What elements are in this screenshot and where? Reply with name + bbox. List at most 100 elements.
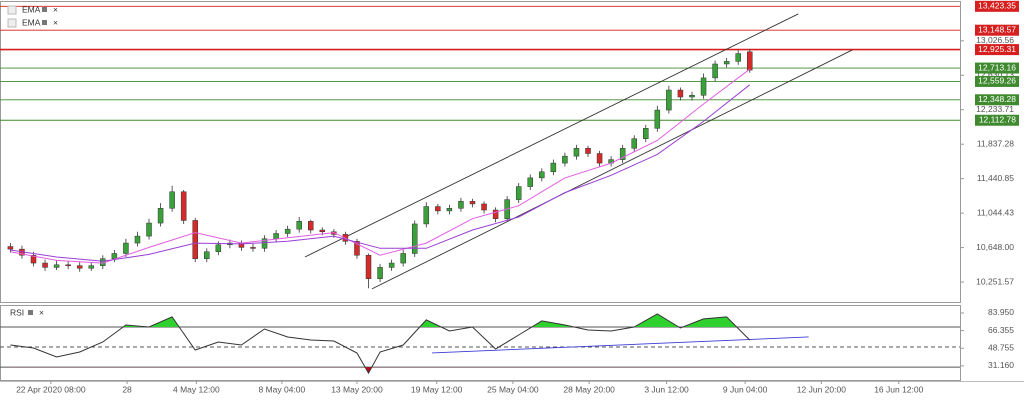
candle-body	[192, 220, 198, 259]
close[interactable]: ×	[53, 4, 58, 14]
x-tick-label: 8 May 04:00	[258, 384, 305, 394]
x-tick-label: 3 Jun 12:00	[644, 384, 689, 394]
candle-body	[76, 265, 83, 269]
y-tick-label: 12,233.71	[976, 104, 1014, 114]
price-level-label: 12,348.28	[978, 94, 1016, 104]
candle-body	[377, 267, 383, 279]
candle-body	[65, 264, 71, 267]
candle-body	[723, 61, 730, 65]
x-tick-label: 25 May 04:00	[487, 384, 539, 394]
candle-body	[423, 206, 430, 225]
candle-body	[53, 264, 60, 268]
candle-body	[539, 171, 545, 179]
candle-body	[296, 221, 302, 230]
candle-body	[180, 191, 187, 221]
rsi-overbought-fill	[123, 313, 737, 327]
candle-body	[111, 253, 118, 259]
candle-body	[273, 233, 279, 239]
candle-body	[411, 223, 418, 254]
candle-body	[250, 247, 256, 249]
price-level-label: 13,148.57	[978, 24, 1016, 34]
rsi-pane	[0, 313, 960, 375]
candle-body	[631, 138, 637, 149]
candle-body	[700, 77, 707, 96]
legend-label: EMA	[22, 4, 41, 14]
y-tick-label: 10,648.00	[976, 242, 1014, 252]
candle-body	[573, 148, 580, 157]
candle-body	[596, 153, 603, 164]
candle-body	[527, 177, 534, 187]
candle-body	[643, 128, 649, 139]
candle-body	[388, 262, 395, 268]
legend-label: RSI	[10, 307, 24, 317]
legend-swatch	[7, 5, 17, 15]
legend-settings-icon[interactable]	[28, 310, 33, 315]
legend-settings-icon[interactable]	[42, 7, 47, 12]
trendline	[432, 336, 809, 354]
close[interactable]: ×	[53, 17, 58, 27]
price-level-box	[975, 62, 1019, 74]
y-tick-label: 31.160	[988, 360, 1014, 370]
y-tick-label: 13,026.56	[976, 35, 1014, 45]
main-pane	[0, 5, 960, 290]
y-tick-label: 48.755	[988, 343, 1014, 353]
candle-body	[435, 206, 441, 212]
x-tick-label: 16 Jun 12:00	[874, 384, 923, 394]
candle-body	[169, 191, 175, 209]
x-tick-label: 9 Jun 04:00	[723, 384, 768, 394]
price-level-box	[975, 0, 1019, 12]
x-tick-label: 19 May 12:00	[411, 384, 463, 394]
price-level-box	[975, 114, 1019, 126]
candle-body	[677, 89, 684, 98]
price-level-label: 12,559.26	[978, 76, 1016, 86]
candle-body	[458, 201, 464, 209]
legend-label: EMA	[22, 17, 41, 27]
candle-body	[123, 242, 129, 254]
candle-body	[654, 109, 661, 129]
y-tick-label: 83.950	[988, 307, 1014, 317]
candle-body	[146, 222, 152, 237]
candle-body	[481, 203, 487, 211]
candle-body	[492, 209, 499, 219]
price-level-box	[975, 94, 1019, 106]
candle-body	[42, 262, 48, 268]
x-tick-label: 13 May 20:00	[331, 384, 383, 394]
candle-body	[469, 201, 476, 205]
candle-body	[354, 241, 360, 256]
legend-settings-icon[interactable]	[42, 20, 47, 25]
y-tick-label: 10,251.57	[976, 276, 1014, 286]
candle-body	[585, 148, 591, 154]
candle-body	[712, 63, 718, 79]
candle-body	[157, 208, 164, 224]
x-tick-label: 28 May 20:00	[563, 384, 615, 394]
candle-body	[30, 254, 37, 264]
y-tick-label: 12,630.13	[976, 70, 1014, 80]
price-level-box	[975, 75, 1019, 87]
close[interactable]: ×	[39, 307, 44, 317]
candle-body	[689, 95, 695, 98]
candle-body	[134, 235, 141, 244]
rsi-pane-frame	[0, 305, 961, 381]
x-tick-label: 22 Apr 2020 08:00	[16, 384, 86, 394]
x-tick-label: 28	[122, 384, 132, 394]
candle-body	[735, 53, 741, 62]
candle-body	[562, 155, 568, 164]
x-tick-label: 12 Jun 20:00	[797, 384, 846, 394]
y-tick-label: 11,440.85	[977, 173, 1014, 183]
price-level-label: 13,423.35	[978, 1, 1016, 11]
y-tick-label: 11,044.43	[977, 207, 1014, 217]
candle-body	[666, 89, 672, 111]
legend-swatch	[7, 18, 17, 28]
trendline	[304, 13, 799, 258]
price-level-label: 12,713.16	[978, 62, 1016, 72]
series-line	[10, 68, 751, 264]
candle-body	[365, 254, 372, 279]
trendline	[371, 49, 853, 290]
price-level-box	[975, 24, 1019, 36]
candle-body	[261, 238, 268, 249]
y-tick-label: 11,837.28	[977, 138, 1014, 148]
candle-body	[746, 51, 753, 71]
